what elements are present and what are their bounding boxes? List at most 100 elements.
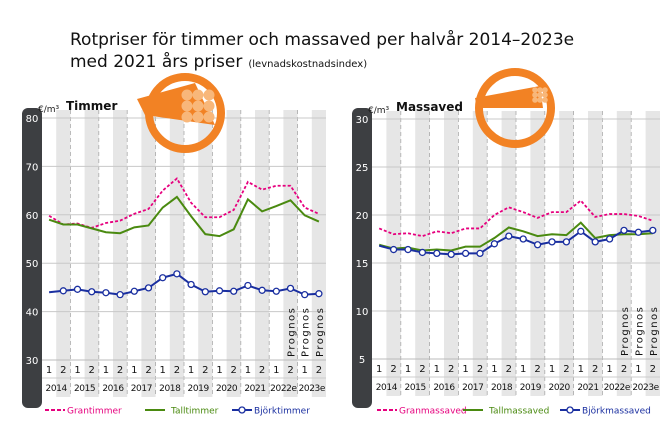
panel-title: Massaved [396, 100, 463, 114]
x-year-label: 2017 [131, 384, 152, 394]
data-point [258, 286, 266, 294]
data-point [461, 249, 470, 258]
title-note: (levnadskostnadsindex) [248, 59, 368, 70]
icon-log [475, 86, 543, 108]
x-half-label: 1 [131, 365, 137, 376]
x-half-label: 2 [563, 364, 569, 375]
x-year-label: 2018 [159, 384, 181, 394]
legend-label: Talltimmer [170, 407, 219, 417]
column-band [283, 110, 298, 397]
x-half-label: 1 [606, 364, 612, 375]
x-half-label: 2 [592, 364, 598, 375]
series-line-talltimmer [48, 195, 320, 238]
x-year-label: 2015 [405, 383, 426, 393]
column-band [141, 110, 156, 397]
x-year-label: 2018 [491, 383, 513, 393]
data-point [244, 281, 252, 290]
data-point [505, 232, 513, 240]
x-year-label: 2023e [632, 383, 659, 393]
x-half-label: 1 [216, 365, 222, 376]
legend-label: Björktimmer [254, 407, 310, 417]
x-year-label: 2019 [520, 383, 542, 393]
forecast-label: Prognos [649, 306, 660, 356]
data-point [215, 287, 224, 295]
x-half-label: 2 [145, 365, 151, 376]
x-half-label: 1 [520, 364, 526, 375]
x-half-label: 2 [448, 364, 454, 375]
chart-title-line1: Rotpriser för timmer och massaved per ha… [70, 30, 575, 50]
data-point [230, 287, 238, 295]
x-half-label: 2 [89, 365, 95, 376]
y-tick-label: 70 [26, 162, 39, 173]
data-point [102, 289, 110, 297]
forecast-label: Prognos [287, 307, 298, 357]
y-axis-unit: €/m³ [38, 105, 60, 115]
x-half-label: 2 [621, 364, 627, 375]
y-tick-label: 30 [356, 115, 369, 126]
legend-label: Grantimmer [67, 407, 122, 417]
x-half-label: 1 [74, 365, 80, 376]
x-half-label: 1 [302, 365, 308, 376]
data-point [88, 288, 96, 296]
x-half-label: 2 [259, 365, 265, 376]
icon-log-end [192, 100, 204, 112]
legend-label: Granmassaved [399, 407, 467, 417]
column-band [56, 110, 71, 397]
data-point [548, 238, 556, 246]
x-half-label: 1 [188, 365, 194, 376]
data-point [389, 245, 398, 254]
panel-title: Timmer [66, 99, 117, 113]
data-point [634, 228, 643, 236]
icon-log-end [537, 87, 543, 93]
icon-log-end [192, 111, 204, 123]
x-half-label: 1 [160, 365, 166, 376]
x-year-label: 2022e [270, 384, 297, 394]
data-point [201, 288, 209, 296]
icon-log-end [532, 92, 538, 98]
column-band [501, 111, 516, 396]
x-half-label: 2 [117, 365, 123, 376]
data-point [577, 227, 585, 235]
x-year-label: 2021 [577, 383, 598, 393]
data-point [144, 284, 153, 292]
forecast-label: Prognos [620, 306, 631, 356]
legend-label: Björkmassaved [582, 407, 651, 417]
data-point [187, 280, 195, 289]
chart-title-line2: med 2021 års priser (levnadskostnadsindex… [70, 52, 367, 72]
data-point [490, 240, 499, 248]
column-band [226, 110, 241, 397]
x-half-label: 2 [419, 364, 425, 375]
x-half-label: 1 [434, 364, 440, 375]
timber-log-icon [137, 73, 225, 153]
icon-log-end [203, 111, 215, 123]
x-year-label: 2014 [376, 383, 398, 393]
series-line-granmassaved [378, 199, 654, 238]
data-point [418, 248, 427, 257]
x-half-label: 2 [506, 364, 512, 375]
legend-label: Tallmassaved [488, 407, 549, 417]
column-band [169, 110, 184, 397]
x-year-label: 2016 [433, 383, 455, 393]
data-point [447, 250, 455, 259]
x-half-label: 2 [534, 364, 540, 375]
icon-log-end [542, 92, 548, 98]
x-half-label: 1 [578, 364, 584, 375]
x-half-label: 1 [405, 364, 411, 375]
data-point [404, 245, 412, 254]
x-half-label: 2 [174, 365, 180, 376]
data-point [476, 249, 484, 258]
y-tick-label: 5 [359, 355, 365, 366]
icon-log-end [181, 89, 193, 101]
data-point [433, 249, 441, 258]
data-point [301, 291, 309, 299]
x-year-label: 2020 [549, 383, 571, 393]
data-point [519, 235, 527, 243]
forecast-label: Prognos [634, 306, 645, 356]
forecast-label: Prognos [315, 307, 326, 357]
x-year-label: 2016 [102, 384, 124, 394]
icon-log-end [532, 97, 538, 103]
y-tick-label: 15 [356, 259, 369, 270]
